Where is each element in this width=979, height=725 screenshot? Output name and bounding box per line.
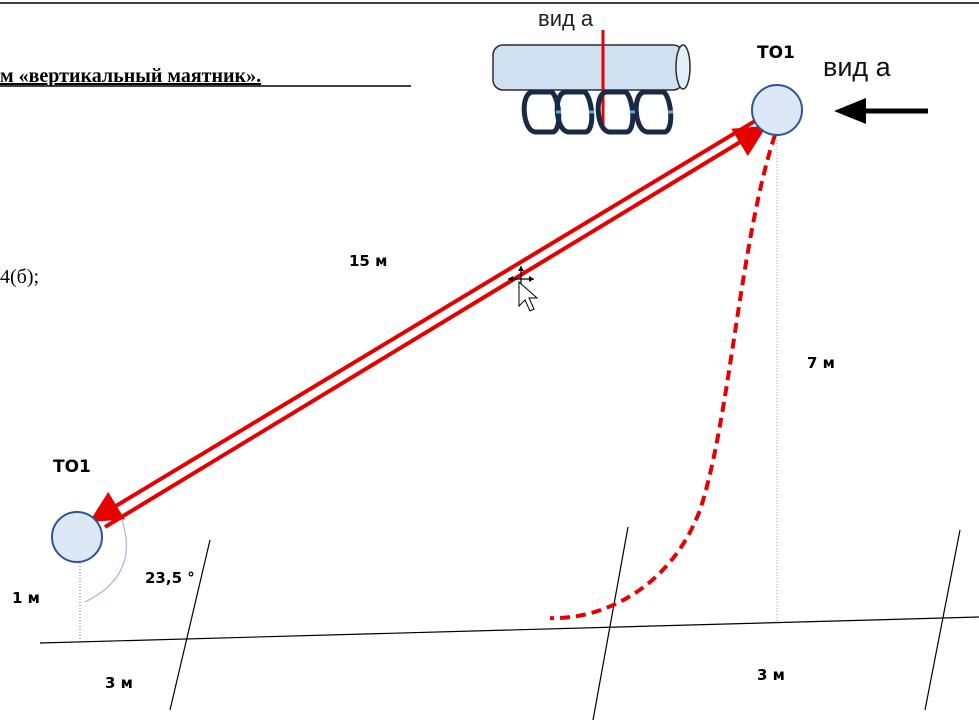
anchor-top-label: ТО1: [757, 43, 795, 63]
view-a-arrow-icon: [834, 98, 928, 124]
view-a-label-small: вид а: [538, 6, 594, 31]
carabiner-4: [633, 89, 674, 135]
anchor-top: [751, 84, 803, 136]
ground-line: [39, 616, 979, 644]
hatch-line-right: [924, 529, 961, 711]
anchor-bottom-label: ТО1: [53, 457, 91, 477]
tube-body: [492, 44, 684, 91]
span-right-label: 3 м: [757, 666, 785, 684]
anchor-bottom: [51, 511, 103, 563]
angle-label: 23,5 °: [145, 569, 195, 587]
bottom-height-label: 1 м: [12, 589, 40, 607]
angle-arc: [84, 519, 127, 603]
hatch-line-mid: [592, 526, 629, 721]
view-a-label-arrow: вид а: [823, 52, 892, 82]
swing-trajectory: [549, 134, 777, 621]
rope-line-upper: [89, 113, 767, 523]
carabiner-2: [554, 89, 595, 135]
text-fragment: 4(б);: [0, 266, 39, 288]
carabiner-3: [595, 89, 636, 135]
view-a-inset: вид а: [492, 6, 691, 135]
span-left-label: 3 м: [105, 674, 133, 692]
rope-length-label: 15 м: [349, 252, 387, 270]
height-label: 7 м: [807, 354, 835, 372]
carabiner-1: [521, 89, 562, 135]
tube-end: [675, 44, 691, 90]
rope-line-lower: [103, 125, 767, 529]
move-cursor-icon: [508, 266, 539, 312]
heading-fragment: м «вертикальный маятник».: [0, 65, 261, 87]
hatch-line-left: [169, 539, 211, 711]
